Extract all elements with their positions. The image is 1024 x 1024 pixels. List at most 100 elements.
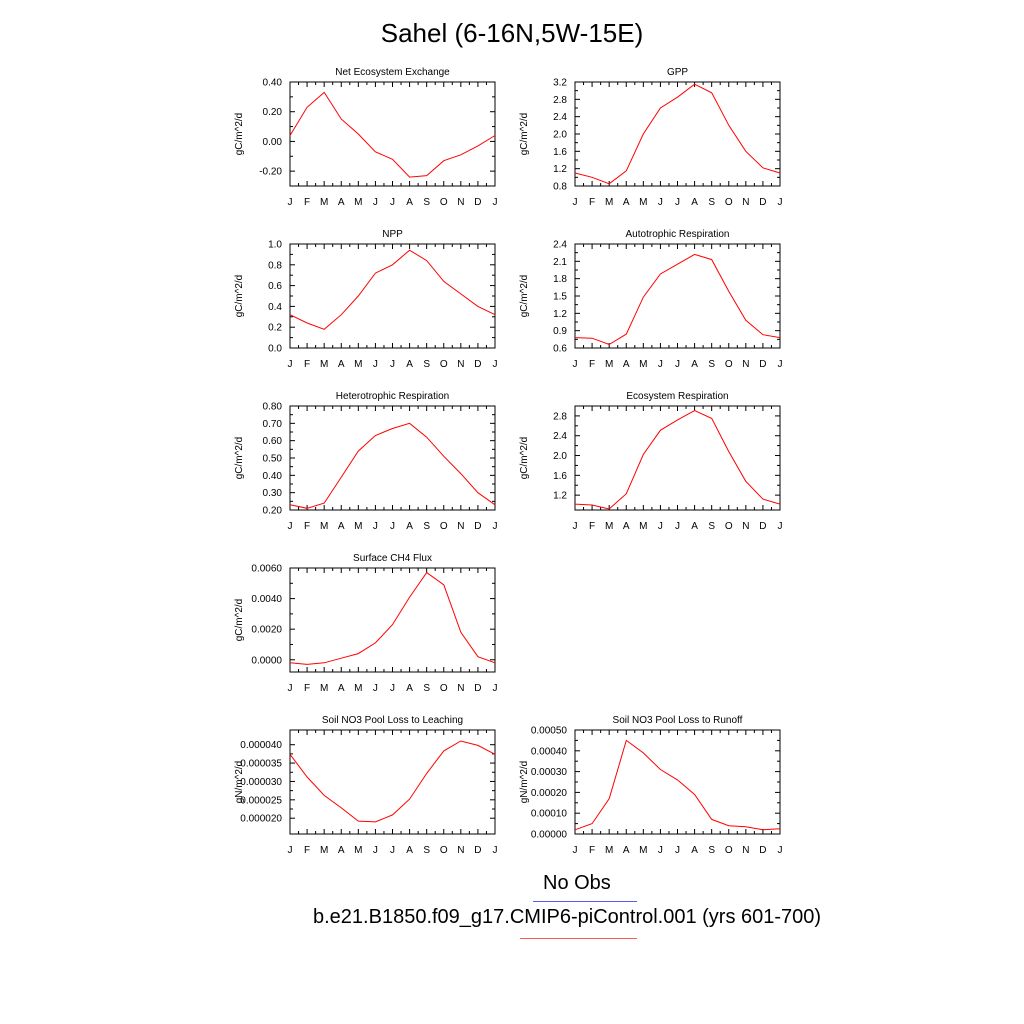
- y-tick-label: 0.00030: [531, 767, 568, 778]
- y-tick-label: 0.0000: [251, 655, 282, 666]
- y-tick-label: 0.8: [553, 182, 567, 193]
- x-tick-label: A: [338, 197, 345, 208]
- legend-obs-line: [533, 901, 637, 902]
- x-tick-label: A: [406, 683, 413, 694]
- x-tick-label: F: [304, 359, 310, 370]
- x-tick-label: M: [320, 197, 328, 208]
- y-tick-label: 0.0060: [251, 564, 282, 575]
- y-tick-label: 2.8: [553, 411, 567, 422]
- y-tick-label: 1.8: [553, 274, 567, 285]
- x-tick-label: J: [493, 683, 498, 694]
- y-tick-label: 0.00010: [531, 809, 568, 820]
- x-tick-label: D: [759, 521, 766, 532]
- x-tick-label: J: [658, 359, 663, 370]
- x-tick-label: S: [423, 197, 430, 208]
- panel-title: Heterotrophic Respiration: [336, 391, 449, 402]
- plot-frame: [289, 729, 496, 835]
- y-tick-label: 0.00020: [531, 788, 568, 799]
- x-tick-label: O: [440, 359, 448, 370]
- x-tick-label: A: [691, 521, 698, 532]
- x-tick-label: M: [605, 521, 613, 532]
- x-tick-label: M: [354, 845, 362, 856]
- x-tick-label: M: [354, 683, 362, 694]
- x-tick-label: A: [691, 359, 698, 370]
- y-tick-label: -0.20: [259, 167, 282, 178]
- y-tick-label: 2.4: [553, 431, 567, 442]
- x-tick-label: N: [457, 683, 464, 694]
- x-tick-label: J: [778, 521, 783, 532]
- x-tick-label: F: [304, 683, 310, 694]
- plot-frame: [289, 567, 496, 673]
- x-tick-label: F: [589, 845, 595, 856]
- x-tick-label: J: [390, 197, 395, 208]
- y-axis-label: gN/m^2/d: [519, 761, 530, 804]
- x-tick-label: M: [354, 521, 362, 532]
- panel-title: Soil NO3 Pool Loss to Leaching: [322, 715, 463, 726]
- y-axis-label: gC/m^2/d: [519, 113, 530, 156]
- x-tick-label: J: [390, 521, 395, 532]
- y-axis-label: gC/m^2/d: [234, 437, 245, 480]
- plot-frame: [289, 81, 496, 187]
- x-tick-label: D: [474, 197, 481, 208]
- x-tick-label: D: [759, 197, 766, 208]
- y-tick-label: 0.70: [263, 419, 283, 430]
- x-tick-label: M: [605, 359, 613, 370]
- y-tick-label: 0.00050: [531, 726, 568, 737]
- y-tick-label: 1.2: [553, 309, 567, 320]
- x-tick-label: N: [742, 197, 749, 208]
- x-tick-label: S: [708, 197, 715, 208]
- x-tick-label: D: [474, 683, 481, 694]
- x-tick-label: A: [623, 521, 630, 532]
- x-tick-label: M: [354, 197, 362, 208]
- y-tick-label: 0.8: [268, 260, 282, 271]
- x-tick-label: S: [423, 845, 430, 856]
- plot-frame: [574, 243, 781, 349]
- y-tick-label: 0.2: [268, 323, 282, 334]
- x-tick-label: J: [390, 845, 395, 856]
- x-tick-label: M: [320, 845, 328, 856]
- x-tick-label: J: [288, 845, 293, 856]
- y-tick-label: 2.0: [553, 451, 567, 462]
- x-tick-label: J: [675, 197, 680, 208]
- series-line: [289, 91, 496, 178]
- x-tick-label: O: [725, 845, 733, 856]
- legend-model-label: b.e21.B1850.f09_g17.CMIP6-piControl.001 …: [313, 906, 822, 928]
- y-tick-label: 0.000025: [240, 795, 282, 806]
- x-tick-label: J: [493, 359, 498, 370]
- x-tick-label: O: [725, 521, 733, 532]
- y-axis-label: gC/m^2/d: [519, 437, 530, 480]
- y-tick-label: 0.6: [268, 281, 282, 292]
- series-line: [289, 740, 496, 823]
- x-tick-label: J: [573, 197, 578, 208]
- x-tick-label: O: [725, 359, 733, 370]
- y-tick-label: 1.2: [553, 491, 567, 502]
- x-tick-label: F: [589, 197, 595, 208]
- x-tick-label: J: [288, 197, 293, 208]
- x-tick-label: J: [573, 521, 578, 532]
- x-tick-label: S: [708, 845, 715, 856]
- x-tick-label: F: [589, 359, 595, 370]
- y-tick-label: 0.4: [268, 302, 282, 313]
- x-tick-label: J: [373, 521, 378, 532]
- y-tick-label: 0.0020: [251, 625, 282, 636]
- x-tick-label: M: [320, 521, 328, 532]
- x-tick-label: A: [338, 845, 345, 856]
- x-tick-label: F: [304, 845, 310, 856]
- x-tick-label: D: [474, 521, 481, 532]
- x-tick-label: S: [423, 521, 430, 532]
- x-tick-label: O: [725, 197, 733, 208]
- y-tick-label: 1.2: [553, 164, 567, 175]
- y-axis-label: gC/m^2/d: [234, 113, 245, 156]
- plot-frame: [289, 405, 496, 511]
- x-tick-label: N: [457, 359, 464, 370]
- x-tick-label: J: [390, 683, 395, 694]
- x-tick-label: J: [373, 683, 378, 694]
- legend-model-line: [520, 938, 637, 939]
- x-tick-label: O: [440, 683, 448, 694]
- x-tick-label: M: [639, 197, 647, 208]
- y-tick-label: 0.60: [263, 436, 283, 447]
